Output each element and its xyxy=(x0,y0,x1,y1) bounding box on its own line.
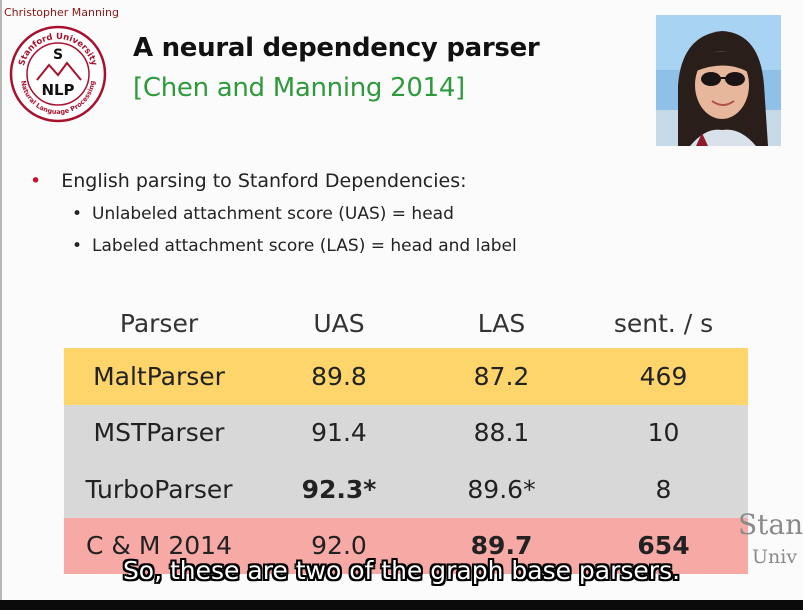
svg-text:S: S xyxy=(53,47,63,63)
header-parser: Parser xyxy=(119,308,199,338)
citation: [Chen and Manning 2014] xyxy=(133,73,465,103)
stanford-nlp-logo: Stanford University Natural Language Pro… xyxy=(9,25,107,123)
table-cell: 89.6* xyxy=(467,474,536,504)
stanford-watermark: Stan xyxy=(738,508,803,541)
bullet-dot: • xyxy=(30,170,42,192)
table-cell: 92.3* xyxy=(301,474,377,504)
table-header-row: Parser UAS LAS sent. / s xyxy=(64,298,748,348)
table-cell: MSTParser xyxy=(93,418,225,448)
table-cell: 89.7 xyxy=(470,531,533,561)
header-speed: sent. / s xyxy=(613,308,714,338)
table-cell: 10 xyxy=(647,418,680,448)
table-cell: 654 xyxy=(637,531,690,561)
header-las: LAS xyxy=(477,308,526,338)
sub-bullet-uas: • Unlabeled attachment score (UAS) = head xyxy=(72,204,454,224)
table-cell: 88.1 xyxy=(473,418,530,448)
table-row-mstparser: MSTParser 91.4 88.1 10 xyxy=(64,404,748,461)
table-cell: 89.8 xyxy=(311,361,367,391)
sub-bullet-dot: • xyxy=(72,204,83,224)
table-cell: C & M 2014 xyxy=(86,531,232,561)
table-row-maltparser: MaltParser 89.8 87.2 469 xyxy=(64,348,748,405)
table-cell: 92.0 xyxy=(311,531,367,561)
table-cell: MaltParser xyxy=(93,361,225,391)
table-cell: 469 xyxy=(639,361,688,391)
sub-bullet-text: Labeled attachment score (LAS) = head an… xyxy=(92,236,517,256)
sub-bullet-text: Unlabeled attachment score (UAS) = head xyxy=(92,204,454,224)
table-cell: TurboParser xyxy=(85,474,233,504)
bullet-main: • English parsing to Stanford Dependencie… xyxy=(30,170,467,192)
video-caption: So, these are two of the graph base pars… xyxy=(122,556,681,585)
sub-bullet-dot: • xyxy=(72,236,83,256)
svg-text:NLP: NLP xyxy=(41,81,74,99)
slide-title: A neural dependency parser xyxy=(133,33,540,63)
results-table: Parser UAS LAS sent. / s MaltParser 89.8… xyxy=(64,298,748,574)
left-border xyxy=(0,0,2,600)
bullet-main-text: English parsing to Stanford Dependencies… xyxy=(61,170,467,192)
sub-bullet-las: • Labeled attachment score (LAS) = head a… xyxy=(72,236,517,256)
table-cell: 91.4 xyxy=(311,418,367,448)
speaker-photo xyxy=(656,15,781,146)
table-cell: 8 xyxy=(655,474,672,504)
table-row-turboparser: TurboParser 92.3* 89.6* 8 xyxy=(64,461,748,518)
table-cell: 87.2 xyxy=(473,361,530,391)
header-uas: UAS xyxy=(313,308,365,338)
university-watermark: Univ xyxy=(752,546,798,568)
table-row-cm2014: C & M 2014 92.0 89.7 654 xyxy=(64,517,748,574)
author-name: Christopher Manning xyxy=(4,6,119,19)
bottom-bar xyxy=(0,600,803,610)
